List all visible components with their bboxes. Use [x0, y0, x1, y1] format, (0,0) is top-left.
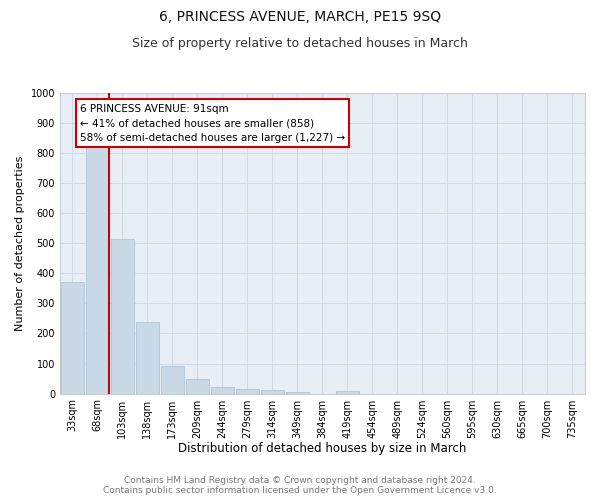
- Text: Contains HM Land Registry data © Crown copyright and database right 2024.
Contai: Contains HM Land Registry data © Crown c…: [103, 476, 497, 495]
- Bar: [136, 322, 158, 394]
- Bar: [161, 366, 184, 394]
- Text: 6, PRINCESS AVENUE, MARCH, PE15 9SQ: 6, PRINCESS AVENUE, MARCH, PE15 9SQ: [159, 10, 441, 24]
- Bar: [286, 392, 309, 394]
- Y-axis label: Number of detached properties: Number of detached properties: [15, 156, 25, 331]
- Bar: [86, 147, 109, 394]
- Bar: [336, 390, 359, 394]
- Text: Size of property relative to detached houses in March: Size of property relative to detached ho…: [132, 38, 468, 51]
- Bar: [211, 387, 233, 394]
- Text: 6 PRINCESS AVENUE: 91sqm
← 41% of detached houses are smaller (858)
58% of semi-: 6 PRINCESS AVENUE: 91sqm ← 41% of detach…: [80, 104, 345, 143]
- Bar: [61, 282, 83, 394]
- Bar: [111, 239, 134, 394]
- X-axis label: Distribution of detached houses by size in March: Distribution of detached houses by size …: [178, 442, 467, 455]
- Bar: [236, 389, 259, 394]
- Bar: [186, 378, 209, 394]
- Bar: [261, 390, 284, 394]
